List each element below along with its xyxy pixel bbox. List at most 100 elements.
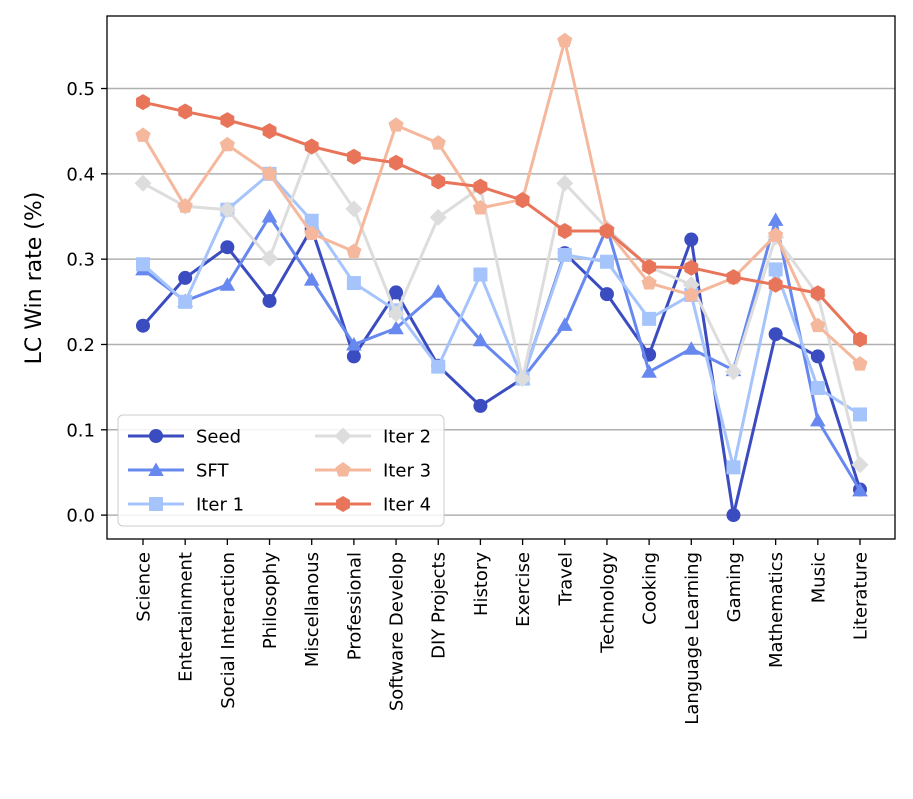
data-point-iter-3 <box>683 286 699 302</box>
data-point-iter-3 <box>430 135 446 150</box>
data-point-iter-2 <box>514 370 532 388</box>
data-point-sft <box>852 482 868 497</box>
series-line-iter-1 <box>142 172 861 469</box>
data-point-iter-3 <box>304 225 320 241</box>
y-tick-label: 0.4 <box>66 164 95 185</box>
x-tick-label: Professional <box>344 552 365 660</box>
legend-item-iter-4: Iter 4 <box>315 495 431 516</box>
data-point-sft <box>346 336 362 351</box>
x-axis: Science Entertainment Social Interaction Ph… <box>134 539 872 725</box>
data-point-seed <box>262 293 277 308</box>
x-tick-label: Music <box>808 552 829 603</box>
series-iter-4 <box>136 94 867 348</box>
y-axis-title: LC Win rate (%) <box>22 192 47 365</box>
series-iter-3 <box>135 32 868 371</box>
plot-frame <box>106 15 896 540</box>
data-point-iter-1 <box>853 407 867 422</box>
data-point-iter-4 <box>726 269 741 286</box>
x-tick-label: Philosophy <box>260 552 281 650</box>
data-point-iter-4 <box>473 178 488 195</box>
legend-label: SFT <box>196 461 229 482</box>
data-point-iter-1 <box>178 294 193 309</box>
data-point-iter-3 <box>810 317 826 333</box>
data-point-seed <box>136 318 150 333</box>
data-point-iter-4 <box>431 173 446 190</box>
data-point-iter-2 <box>261 249 279 267</box>
series-line-iter-4 <box>142 100 862 341</box>
data-point-seed <box>599 287 614 302</box>
data-point-seed <box>346 349 361 364</box>
x-tick-label: Entertainment <box>176 552 197 682</box>
x-tick-label: Exercise <box>513 552 534 627</box>
x-tick-label: Language Learning <box>682 552 703 725</box>
data-point-iter-3 <box>346 243 362 258</box>
series-line-seed <box>141 226 862 517</box>
data-point-iter-1 <box>304 213 319 228</box>
data-point-seed <box>684 232 699 247</box>
data-point-iter-1 <box>557 247 572 262</box>
x-tick-label: Technology <box>597 552 618 654</box>
data-point-iter-4 <box>600 223 614 239</box>
y-tick-label: 0.3 <box>66 250 95 271</box>
data-point-iter-1 <box>346 276 361 291</box>
legend-item-iter-3: Iter 3 <box>315 461 431 482</box>
legend-marker <box>149 497 163 511</box>
y-tick-label: 0.5 <box>66 79 95 100</box>
x-tick-label: Travel <box>555 552 576 607</box>
x-tick-label: Science <box>134 552 155 622</box>
data-point-seed <box>473 398 488 413</box>
data-point-sft <box>261 209 278 223</box>
data-point-iter-2 <box>724 363 742 381</box>
legend-item-iter-1: Iter 1 <box>128 495 244 516</box>
data-point-iter-3 <box>135 127 151 142</box>
data-point-sft <box>219 277 236 291</box>
data-point-sft <box>303 272 320 286</box>
data-point-seed <box>810 349 825 364</box>
legend-item-seed: Seed <box>128 427 241 448</box>
data-point-sft <box>683 341 700 355</box>
data-point-iter-2 <box>429 208 447 226</box>
data-point-sft <box>472 332 489 347</box>
data-point-iter-1 <box>768 262 783 277</box>
data-point-iter-4 <box>768 276 783 293</box>
data-point-iter-4 <box>220 112 235 129</box>
x-tick-label: Mathematics <box>766 552 787 668</box>
x-tick-label: DIY Projects <box>429 552 450 659</box>
data-point-iter-4 <box>262 123 277 140</box>
x-tick-label: Literature <box>851 552 872 640</box>
data-point-iter-3 <box>472 199 489 215</box>
data-point-iter-4 <box>304 138 319 155</box>
legend-marker <box>148 462 164 476</box>
legend-marker <box>336 496 350 512</box>
legend-label: Iter 2 <box>383 427 431 448</box>
series-line-iter-2 <box>142 145 862 466</box>
legend-items: Seed SFT Iter 1 Iter 2 Iter 3 Iter 4 <box>128 427 431 516</box>
data-point-sft <box>810 412 826 427</box>
data-point-iter-1 <box>473 267 488 282</box>
data-point-iter-4 <box>346 148 361 165</box>
legend-item-iter-2: Iter 2 <box>315 427 431 448</box>
series-iter-1 <box>136 166 867 475</box>
data-point-iter-3 <box>219 136 235 152</box>
data-point-iter-2 <box>556 174 574 192</box>
data-point-iter-4 <box>389 154 403 171</box>
data-point-iter-3 <box>768 227 784 242</box>
data-point-iter-4 <box>136 94 150 111</box>
data-point-iter-1 <box>599 254 614 269</box>
data-point-iter-1 <box>136 257 150 272</box>
legend-marker <box>335 462 351 477</box>
data-point-iter-2 <box>345 200 363 218</box>
data-point-sft <box>767 212 784 226</box>
x-tick-label: Social Interaction <box>218 552 239 709</box>
data-point-iter-1 <box>431 359 446 374</box>
data-point-iter-1 <box>726 460 741 475</box>
data-point-iter-2 <box>851 456 869 474</box>
legend: Seed SFT Iter 1 Iter 2 Iter 3 Iter 4 <box>117 414 445 527</box>
data-point-sft <box>388 320 404 335</box>
data-point-iter-3 <box>557 32 573 48</box>
data-point-iter-4 <box>642 258 657 275</box>
data-point-seed <box>768 327 783 342</box>
data-point-iter-3 <box>641 275 657 290</box>
data-point-iter-4 <box>684 259 699 276</box>
